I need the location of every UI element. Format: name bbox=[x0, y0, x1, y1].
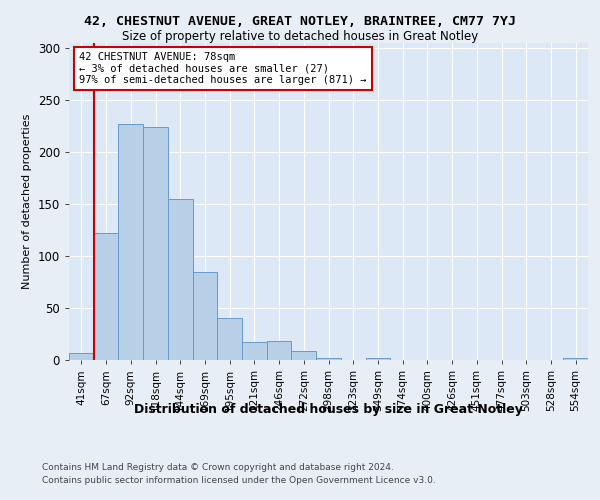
Bar bbox=[118, 124, 143, 360]
Bar bbox=[168, 198, 193, 360]
Y-axis label: Number of detached properties: Number of detached properties bbox=[22, 114, 32, 289]
Bar bbox=[193, 272, 217, 360]
Bar bbox=[242, 342, 267, 360]
Text: Size of property relative to detached houses in Great Notley: Size of property relative to detached ho… bbox=[122, 30, 478, 43]
Bar bbox=[563, 358, 588, 360]
Text: Contains HM Land Registry data © Crown copyright and database right 2024.: Contains HM Land Registry data © Crown c… bbox=[42, 462, 394, 471]
Bar bbox=[143, 127, 168, 360]
Bar bbox=[365, 358, 390, 360]
Bar bbox=[217, 318, 242, 360]
Text: 42 CHESTNUT AVENUE: 78sqm
← 3% of detached houses are smaller (27)
97% of semi-d: 42 CHESTNUT AVENUE: 78sqm ← 3% of detach… bbox=[79, 52, 367, 85]
Bar bbox=[292, 350, 316, 360]
Text: Distribution of detached houses by size in Great Notley: Distribution of detached houses by size … bbox=[134, 402, 523, 415]
Text: Contains public sector information licensed under the Open Government Licence v3: Contains public sector information licen… bbox=[42, 476, 436, 485]
Bar bbox=[94, 233, 118, 360]
Bar bbox=[267, 342, 292, 360]
Bar bbox=[316, 358, 341, 360]
Bar bbox=[69, 352, 94, 360]
Text: 42, CHESTNUT AVENUE, GREAT NOTLEY, BRAINTREE, CM77 7YJ: 42, CHESTNUT AVENUE, GREAT NOTLEY, BRAIN… bbox=[84, 15, 516, 28]
